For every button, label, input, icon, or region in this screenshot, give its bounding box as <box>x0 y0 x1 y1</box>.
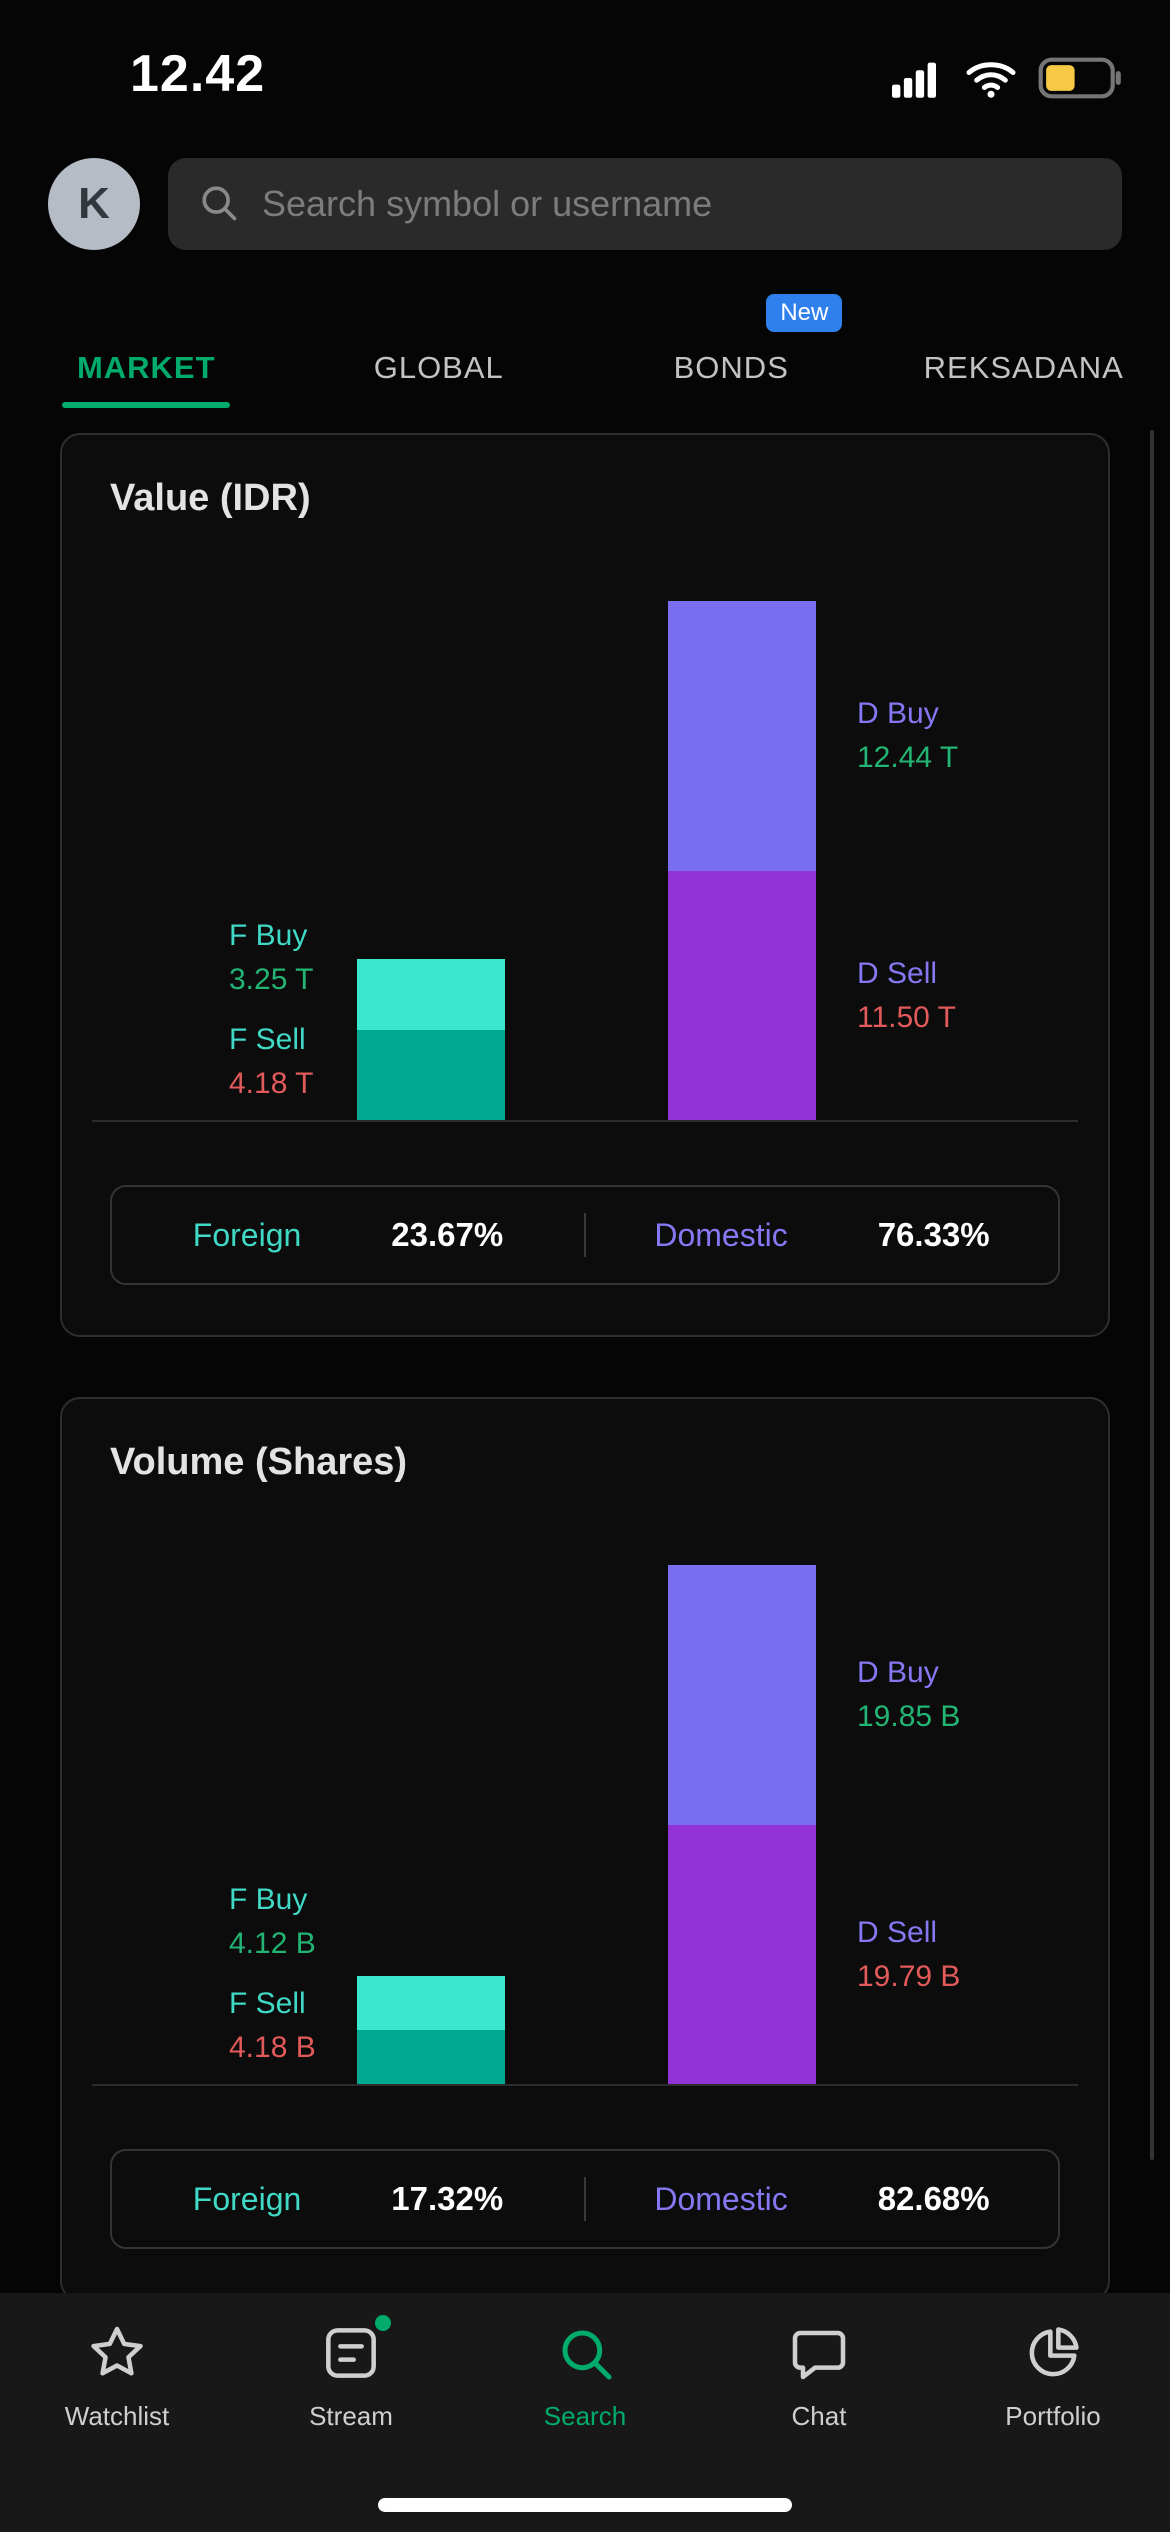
header: K <box>48 158 1122 250</box>
watchlist-star-icon <box>85 2321 149 2385</box>
nav-stream[interactable]: Stream <box>234 2315 468 2532</box>
domestic-sell-value: 19.79 B <box>857 1960 961 1994</box>
domestic-summary-label: Domestic <box>654 2180 788 2217</box>
foreign-sell-segment[interactable] <box>357 2030 505 2085</box>
card-title: Volume (Shares) <box>110 1441 408 1483</box>
domestic-sell-label: D Sell <box>857 957 938 991</box>
status-bar: 12.42 <box>0 0 1170 110</box>
domestic-buy-segment[interactable] <box>668 601 816 871</box>
flow-summary: Foreign 23.67% Domestic 76.33% <box>110 1185 1060 1285</box>
summary-divider <box>584 2177 586 2221</box>
nav-chat[interactable]: Chat <box>702 2321 936 2532</box>
domestic-labels: D Buy 19.85 B D Sell 19.79 B <box>857 1565 960 2085</box>
nav-search[interactable]: Search <box>468 2321 702 2532</box>
search-icon <box>553 2321 617 2385</box>
scrollbar[interactable] <box>1150 430 1154 2160</box>
tab-label: MARKET <box>76 350 216 385</box>
foreign-buy-value: 4.12 B <box>229 1927 316 1960</box>
foreign-summary: Foreign 23.67% <box>112 1216 584 1254</box>
tab-bonds[interactable]: BONDS New <box>585 294 878 408</box>
domestic-sell-value: 11.50 T <box>857 1001 956 1035</box>
clock: 12.42 <box>130 45 266 103</box>
foreign-summary-label: Foreign <box>192 1216 302 1253</box>
foreign-buy-label: F Buy <box>229 919 308 952</box>
domestic-sell-segment[interactable] <box>668 1825 816 2085</box>
nav-watchlist[interactable]: Watchlist <box>0 2321 234 2532</box>
tab-global[interactable]: GLOBAL <box>293 328 586 408</box>
search-bar[interactable] <box>168 158 1122 250</box>
domestic-buy-label: D Buy <box>857 697 939 731</box>
foreign-sell-label: F Sell <box>229 1023 306 1056</box>
tab-label: BONDS <box>673 350 789 385</box>
chat-icon <box>787 2321 851 2385</box>
domestic-bar[interactable] <box>668 601 816 1121</box>
stream-notification-dot <box>375 2315 391 2331</box>
foreign-sell-segment[interactable] <box>357 1030 505 1121</box>
flow-summary: Foreign 17.32% Domestic 82.68% <box>110 2149 1060 2249</box>
home-indicator[interactable] <box>378 2498 792 2512</box>
domestic-buy-label: D Buy <box>857 1656 939 1690</box>
volume-chart: F Buy 4.12 B F Sell 4.18 B D Buy 19.85 B <box>92 1505 1078 2105</box>
profile-avatar[interactable]: K <box>48 158 140 250</box>
tab-reksadana[interactable]: REKSADANA <box>878 328 1170 408</box>
domestic-sell-label: D Sell <box>857 1916 938 1950</box>
volume-card: Volume (Shares) F Buy 4.12 B F Sell 4.18… <box>60 1397 1110 2301</box>
tab-bar: MARKET GLOBAL BONDS New REKSADANA <box>0 294 1170 408</box>
nav-label: Chat <box>791 2401 847 2431</box>
search-icon <box>196 180 240 229</box>
foreign-summary-pct: 23.67% <box>391 1216 504 1253</box>
foreign-bar[interactable] <box>357 959 505 1121</box>
nav-label: Watchlist <box>64 2401 170 2431</box>
chart-baseline <box>92 2084 1078 2086</box>
search-input[interactable] <box>262 183 1094 225</box>
portfolio-pie-icon <box>1021 2321 1085 2385</box>
domestic-labels: D Buy 12.44 T D Sell 11.50 T <box>857 601 958 1121</box>
foreign-labels: F Buy 3.25 T F Sell 4.18 T <box>229 914 314 1106</box>
card-title: Value (IDR) <box>110 477 311 519</box>
value-chart: F Buy 3.25 T F Sell 4.18 T D Buy 12.44 T <box>92 541 1078 1141</box>
nav-portfolio[interactable]: Portfolio <box>936 2321 1170 2532</box>
domestic-summary-pct: 76.33% <box>877 1216 990 1253</box>
value-card: Value (IDR) F Buy 3.25 T F Sell 4.18 T D… <box>60 433 1110 1337</box>
foreign-buy-label: F Buy <box>229 1883 308 1916</box>
foreign-sell-value: 4.18 B <box>229 2031 316 2064</box>
chart-baseline <box>92 1120 1078 1122</box>
nav-label: Stream <box>309 2401 393 2431</box>
foreign-summary-label: Foreign <box>192 2180 302 2217</box>
nav-label: Search <box>543 2401 627 2431</box>
tab-label: GLOBAL <box>373 350 504 385</box>
domestic-summary: Domestic 82.68% <box>586 2180 1058 2218</box>
foreign-buy-segment[interactable] <box>357 1976 505 2030</box>
bottom-nav: Watchlist Stream Search Chat <box>0 2293 1170 2532</box>
foreign-bar[interactable] <box>357 1976 505 2085</box>
domestic-buy-segment[interactable] <box>668 1565 816 1825</box>
foreign-summary-pct: 17.32% <box>391 2180 504 2217</box>
battery-icon <box>1038 57 1122 99</box>
tab-label: REKSADANA <box>923 350 1124 385</box>
tab-market[interactable]: MARKET <box>0 328 293 408</box>
domestic-summary-pct: 82.68% <box>877 2180 990 2217</box>
foreign-buy-segment[interactable] <box>357 959 505 1030</box>
domestic-summary-label: Domestic <box>654 1216 788 1253</box>
domestic-bar[interactable] <box>668 1565 816 2085</box>
status-icons <box>884 56 1122 100</box>
nav-label: Portfolio <box>1005 2401 1101 2431</box>
foreign-sell-label: F Sell <box>229 1987 306 2020</box>
foreign-summary: Foreign 17.32% <box>112 2180 584 2218</box>
domestic-sell-segment[interactable] <box>668 871 816 1121</box>
domestic-buy-value: 19.85 B <box>857 1700 961 1734</box>
stream-icon <box>319 2315 391 2385</box>
foreign-labels: F Buy 4.12 B F Sell 4.18 B <box>229 1878 316 2070</box>
domestic-summary: Domestic 76.33% <box>586 1216 1058 1254</box>
wifi-icon <box>962 56 1020 100</box>
cellular-signal-icon <box>884 56 944 100</box>
domestic-buy-value: 12.44 T <box>857 741 959 775</box>
summary-divider <box>584 1213 586 1257</box>
new-badge: New <box>766 294 843 332</box>
foreign-buy-value: 3.25 T <box>229 963 314 996</box>
market-flow-content: Value (IDR) F Buy 3.25 T F Sell 4.18 T D… <box>0 433 1170 2301</box>
foreign-sell-value: 4.18 T <box>229 1067 314 1100</box>
